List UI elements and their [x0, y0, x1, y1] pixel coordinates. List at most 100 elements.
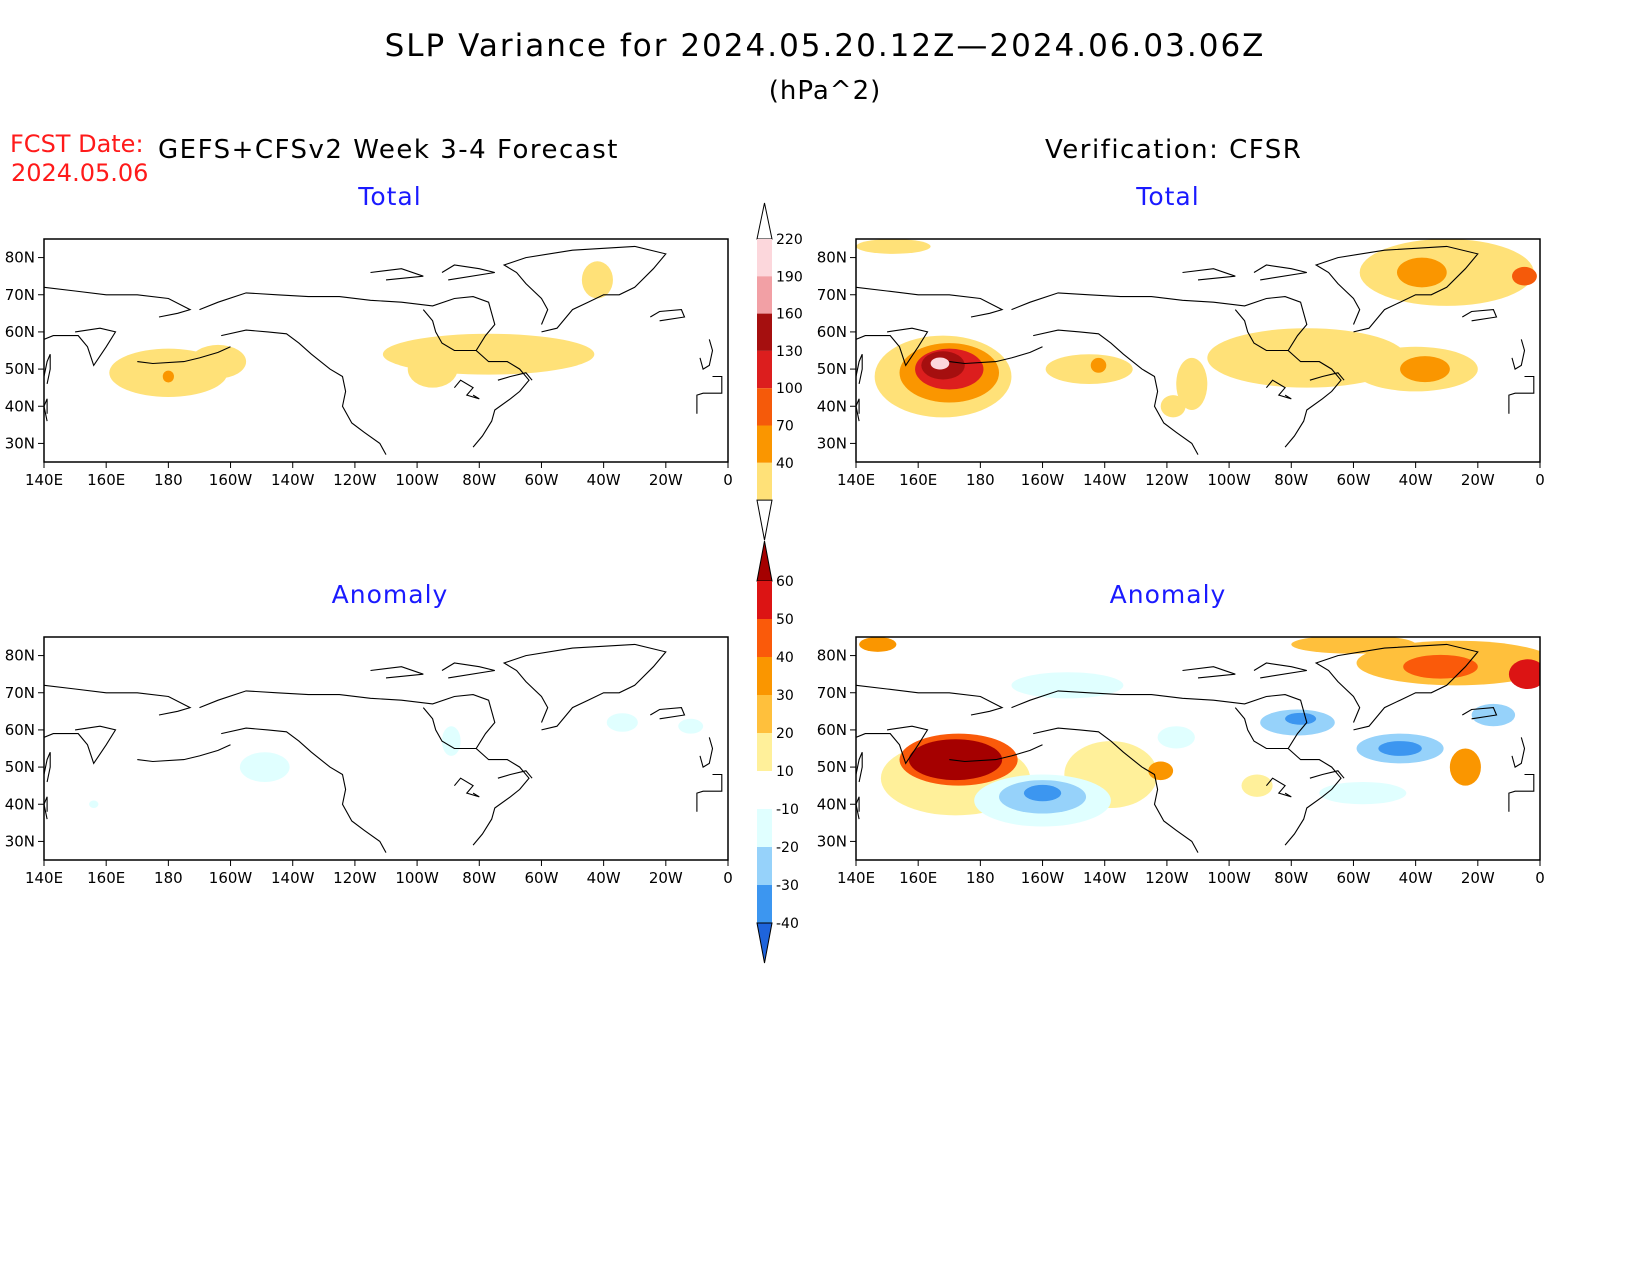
lon-tick-label: 0	[1535, 471, 1545, 489]
anomaly-colorbar-swatch	[757, 733, 772, 771]
lon-tick-label: 180	[966, 471, 995, 489]
verification-anomaly-map: 140E 160E 180 160W 140W 120W 100W 80W 60W 40W 20W 0…	[817, 636, 1545, 887]
coastline	[497, 372, 533, 381]
coastline	[1011, 292, 1342, 448]
anomaly-colorbar-label: 40	[776, 650, 794, 666]
lon-tick-label: 160W	[209, 869, 253, 887]
lon-tick-label: 60W	[1336, 869, 1370, 887]
lat-tick-label: 30N	[817, 434, 847, 452]
coastline	[502, 245, 667, 333]
lat-tick-label: 40N	[817, 795, 847, 813]
anomaly-colorbar: 60 50 40 30 20 10 -10 -20 -30 -40	[756, 540, 799, 964]
forecast-anomaly-background	[44, 637, 728, 860]
forecast-anomaly-coastlines	[44, 643, 723, 853]
anomaly-colorbar-swatch	[757, 809, 772, 847]
forecast-anomaly-map: 140E 160E 180 160W 140W 120W 100W 80W 60W 40W 20W 0…	[5, 636, 733, 887]
coastline	[221, 329, 387, 455]
verification-anomaly-contours	[859, 637, 1540, 827]
lon-tick-label: 160W	[1021, 471, 1065, 489]
total-colorbar-swatch	[757, 313, 772, 351]
lat-tick-label: 40N	[5, 795, 35, 813]
coastline	[1511, 737, 1526, 768]
lon-tick-label: 140W	[1083, 869, 1127, 887]
coastline	[453, 777, 480, 798]
lon-tick-label: 180	[154, 471, 183, 489]
verification-total-frame	[855, 238, 1541, 463]
verification-anomaly-shaded-region	[1023, 784, 1062, 802]
forecast-anomaly-shaded-region	[239, 752, 290, 782]
lon-tick-label: 60W	[524, 471, 558, 489]
anomaly-colorbar-swatch	[757, 847, 772, 885]
coastline	[44, 398, 48, 422]
lat-tick-label: 80N	[5, 647, 35, 665]
lat-tick-label: 30N	[5, 832, 35, 850]
lon-tick-label: 0	[1535, 869, 1545, 887]
total-colorbar: 220 190 160 130 100 70 40	[756, 202, 803, 541]
coastline	[441, 264, 495, 281]
coastline	[44, 353, 51, 385]
verification-anomaly-title: Anomaly	[1109, 580, 1227, 609]
forecast-anomaly-shaded-region	[441, 726, 461, 756]
anomaly-colorbar-label: 20	[776, 726, 794, 742]
lon-tick-label: 20W	[649, 471, 683, 489]
coastline	[1234, 309, 1289, 352]
coastline	[856, 398, 860, 422]
lon-tick-label: 20W	[649, 869, 683, 887]
lon-tick-label: 160W	[1021, 869, 1065, 887]
coastline	[1265, 379, 1292, 400]
anomaly-colorbar-label: -40	[776, 916, 799, 932]
coastline	[1234, 707, 1289, 750]
verification-anomaly-shaded-region	[1157, 726, 1195, 749]
lon-tick-label: 0	[723, 471, 733, 489]
coastline	[949, 744, 1043, 763]
lat-tick-label: 60N	[817, 721, 847, 739]
verification-total-shaded-region	[1090, 357, 1107, 373]
lon-tick-label: 20W	[1461, 471, 1495, 489]
lat-tick-label: 40N	[817, 397, 847, 415]
verification-anomaly-frame	[855, 636, 1541, 861]
lat-tick-label: 30N	[5, 434, 35, 452]
total-colorbar-bottom-arrow	[756, 499, 773, 541]
lon-tick-label: 160E	[899, 471, 937, 489]
figure-title: SLP Variance for 2024.05.20.12Z—2024.06.…	[384, 28, 1266, 64]
forecast-anomaly-shaded-region	[606, 713, 638, 732]
lon-tick-label: 100W	[395, 869, 439, 887]
fcst-date-value: 2024.05.06	[11, 159, 149, 187]
figure-units: (hPa^2)	[768, 76, 882, 106]
forecast-total-title: Total	[358, 182, 422, 211]
anomaly-colorbar-swatch	[757, 619, 772, 657]
lon-tick-label: 140E	[837, 869, 875, 887]
coastline	[44, 796, 48, 820]
coastline	[1508, 773, 1535, 812]
verification-total-shaded-region	[1160, 395, 1186, 418]
verification-anomaly-shaded-region	[1241, 774, 1273, 797]
lat-tick-label: 80N	[817, 647, 847, 665]
lon-tick-label: 80W	[1274, 471, 1308, 489]
coastline	[453, 379, 480, 400]
coastline	[370, 666, 424, 679]
forecast-total-contours	[109, 261, 613, 397]
total-colorbar-label: 40	[776, 456, 794, 472]
lat-tick-label: 50N	[5, 360, 35, 378]
lat-tick-label: 60N	[5, 323, 35, 341]
lon-tick-label: 80W	[1274, 869, 1308, 887]
coastline	[441, 662, 495, 679]
coastline	[856, 353, 863, 385]
lon-tick-label: 60W	[524, 869, 558, 887]
lon-tick-label: 140E	[25, 471, 63, 489]
coastline	[1314, 643, 1479, 731]
lat-tick-label: 40N	[5, 397, 35, 415]
coastline	[699, 339, 714, 370]
anomaly-colorbar-label: -10	[776, 802, 799, 818]
coastline	[137, 346, 231, 365]
lat-tick-label: 70N	[817, 286, 847, 304]
coastline	[1309, 770, 1345, 779]
verification-total-shaded-region	[1396, 257, 1447, 288]
coastline	[44, 751, 51, 783]
coastline	[199, 292, 530, 448]
verification-total-contours	[856, 239, 1537, 418]
verification-total-title: Total	[1136, 182, 1200, 211]
coastline	[1314, 245, 1479, 333]
lon-tick-label: 140W	[271, 869, 315, 887]
coastline	[1508, 375, 1535, 414]
